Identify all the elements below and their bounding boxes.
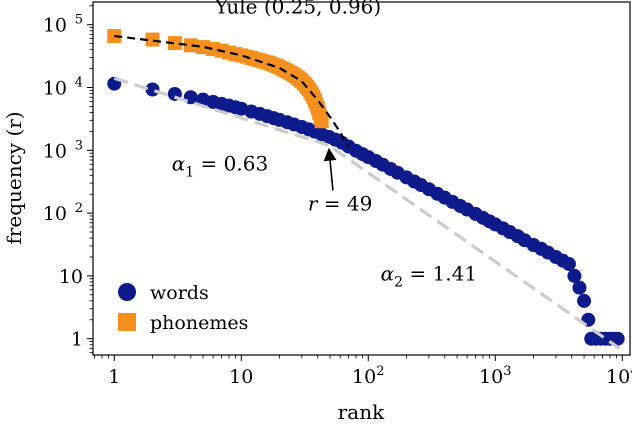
x-tick-label: 10: [229, 366, 253, 388]
legend-label: words: [150, 282, 209, 304]
phonemes-point: [167, 36, 182, 51]
legend-label: phonemes: [150, 312, 248, 334]
y-axis-label: frequency (r): [2, 111, 26, 244]
words-point: [567, 268, 582, 283]
phonemes-point: [314, 114, 329, 129]
legend: words phonemes: [118, 282, 248, 334]
yule-fit-line: [114, 34, 350, 149]
annotation-3: α2 = 1.41: [381, 261, 477, 290]
annotation-1: α1 = 0.63: [172, 151, 268, 180]
phonemes-point: [107, 29, 122, 44]
legend-marker-phonemes: [118, 313, 136, 331]
annotation-0: Yule (0.25, 0.96): [214, 0, 381, 19]
annotation-arrow: [323, 147, 337, 191]
x-tick-label: 1: [108, 366, 120, 388]
words-point: [577, 293, 592, 308]
words-point: [561, 256, 576, 271]
y-tick-label: 10: [59, 266, 83, 288]
plot-frame: [92, 1, 631, 356]
x-tick-label: 103: [479, 364, 511, 388]
y-tick-label: 1: [71, 329, 83, 351]
x-tick-label: 102: [352, 364, 384, 388]
legend-marker-words: [118, 283, 136, 301]
words-point: [572, 280, 587, 295]
power-law-fit-line: [113, 76, 621, 350]
words-point: [610, 331, 625, 346]
phonemes-point: [145, 32, 160, 47]
y-tick-label: 10 4: [43, 76, 83, 100]
annotation-2: r = 49: [308, 192, 372, 216]
words-point: [145, 82, 160, 97]
series-words: [107, 76, 625, 346]
y-tick-label: 10 5: [43, 13, 83, 37]
x-tick-label: 104: [606, 364, 632, 388]
y-tick-label: 10 3: [43, 138, 83, 162]
x-axis-label: rank: [338, 400, 385, 424]
y-tick-label: 10 2: [43, 201, 83, 225]
phonemes-point: [183, 38, 198, 53]
